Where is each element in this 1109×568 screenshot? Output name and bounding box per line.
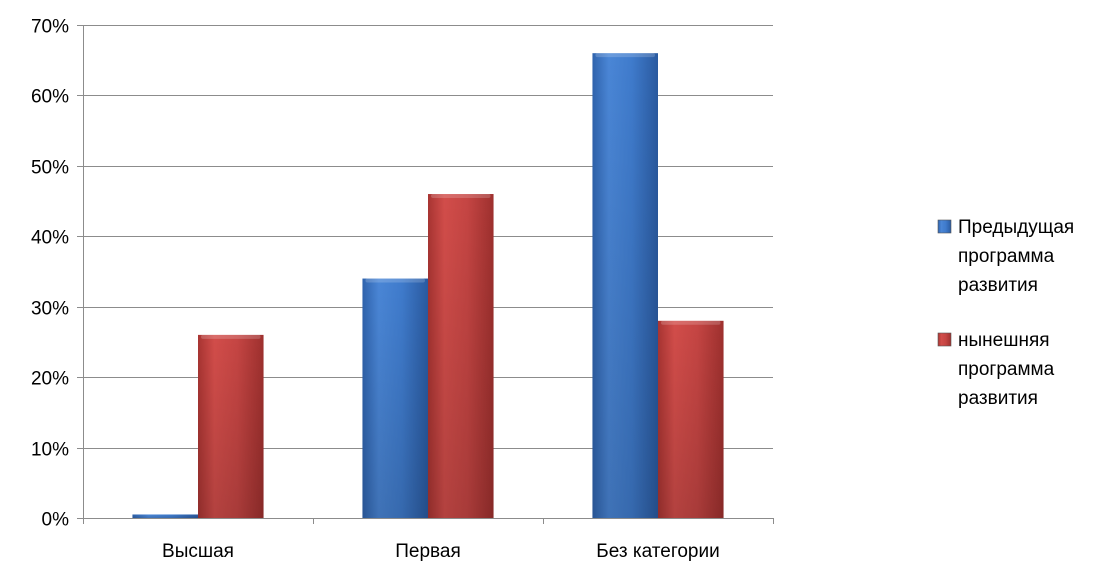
y-tick-label: 10% — [31, 440, 69, 461]
bar — [362, 278, 428, 518]
legend-label: Предыдущая — [958, 217, 1074, 238]
y-tick-label: 60% — [31, 87, 69, 108]
y-tick-label: 70% — [31, 17, 69, 38]
bar-cap — [595, 53, 655, 58]
y-tick-label: 0% — [42, 510, 70, 531]
bar — [658, 320, 724, 518]
legend-label: развития — [958, 275, 1038, 296]
bar-shading — [428, 194, 494, 518]
bar-shading — [658, 320, 724, 518]
legend-entry: Предыдущая программа развития — [937, 217, 1074, 296]
bar-shading — [592, 53, 658, 519]
bar — [198, 334, 264, 518]
bar-cap — [661, 320, 721, 325]
bar — [428, 194, 494, 518]
axes — [77, 25, 774, 524]
legend-label: программа — [958, 359, 1055, 380]
legend-label: нынешняя — [958, 330, 1050, 351]
y-tick-label: 30% — [31, 299, 69, 320]
legend-swatch — [937, 219, 952, 234]
legend-entry: нынешняя программа развития — [937, 330, 1055, 409]
bar-cap — [431, 194, 491, 199]
x-category-label: Без категории — [596, 541, 719, 562]
y-tick-label: 50% — [31, 158, 69, 179]
legend-label: развития — [958, 388, 1038, 409]
legend-swatch — [937, 332, 952, 347]
bar-cap — [365, 278, 425, 283]
bar — [132, 514, 198, 518]
bars — [132, 53, 724, 519]
bar-shading — [132, 514, 198, 518]
x-category-label: Высшая — [162, 541, 234, 562]
y-tick-label: 20% — [31, 369, 69, 390]
axis-labels: 0% 10% 20% 30% 40% 50% 60% 70% Высшая Первая Без к… — [31, 17, 720, 563]
bar-cap — [201, 334, 261, 339]
bar — [592, 53, 658, 519]
legend: Предыдущая программа развития нынешняя прогр… — [937, 217, 1074, 409]
legend-label: программа — [958, 246, 1055, 267]
bar-shading — [198, 334, 264, 518]
x-category-label: Первая — [395, 541, 461, 562]
y-tick-label: 40% — [31, 228, 69, 249]
bar-shading — [362, 278, 428, 518]
